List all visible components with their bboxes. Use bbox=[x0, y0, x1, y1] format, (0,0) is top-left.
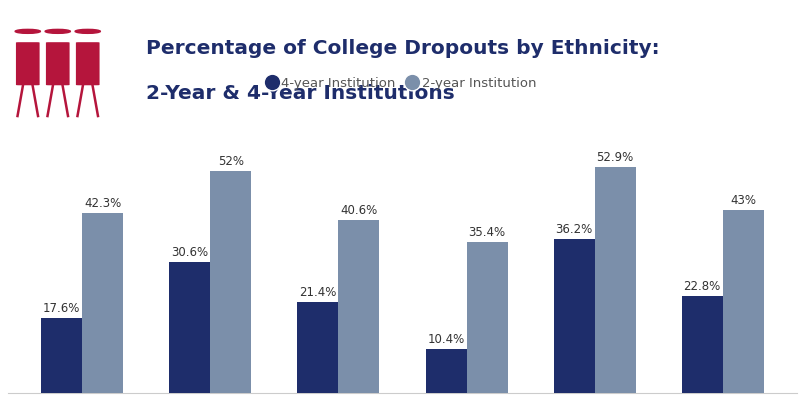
Circle shape bbox=[15, 29, 40, 33]
Circle shape bbox=[45, 29, 70, 33]
Bar bbox=[41, 318, 82, 393]
Legend: 4-year Institution, 2-year Institution: 4-year Institution, 2-year Institution bbox=[268, 77, 537, 90]
Text: 10.4%: 10.4% bbox=[427, 333, 464, 346]
Text: 22.8%: 22.8% bbox=[683, 280, 720, 293]
Text: 36.2%: 36.2% bbox=[555, 223, 592, 235]
Bar bbox=[426, 349, 467, 393]
FancyBboxPatch shape bbox=[76, 42, 100, 85]
Text: 21.4%: 21.4% bbox=[299, 286, 336, 299]
Bar bbox=[682, 296, 723, 393]
Bar bbox=[298, 302, 338, 393]
Bar bbox=[723, 210, 764, 393]
Bar bbox=[82, 212, 123, 393]
Text: Percentage of College Dropouts by Ethnicity:: Percentage of College Dropouts by Ethnic… bbox=[147, 39, 660, 58]
Text: 17.6%: 17.6% bbox=[43, 302, 80, 315]
Text: 30.6%: 30.6% bbox=[171, 247, 208, 260]
Text: 52%: 52% bbox=[218, 155, 244, 168]
Bar bbox=[338, 220, 379, 393]
Bar bbox=[595, 167, 636, 393]
Text: 42.3%: 42.3% bbox=[85, 197, 122, 210]
Text: 40.6%: 40.6% bbox=[341, 204, 378, 217]
FancyBboxPatch shape bbox=[16, 42, 39, 85]
Bar bbox=[210, 171, 251, 393]
Bar bbox=[554, 239, 595, 393]
Bar bbox=[467, 242, 507, 393]
Circle shape bbox=[75, 29, 101, 33]
Text: 2-Year & 4-Year Institutions: 2-Year & 4-Year Institutions bbox=[147, 84, 455, 103]
Bar bbox=[169, 262, 210, 393]
Text: 43%: 43% bbox=[730, 194, 756, 206]
Text: 35.4%: 35.4% bbox=[469, 226, 506, 239]
FancyBboxPatch shape bbox=[46, 42, 69, 85]
Text: 52.9%: 52.9% bbox=[597, 151, 634, 164]
